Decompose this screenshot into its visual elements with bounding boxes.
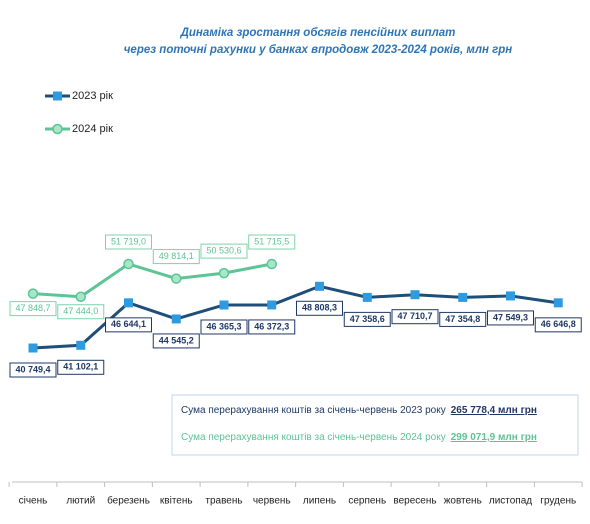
value-label-box — [343, 311, 391, 327]
marker — [266, 258, 277, 270]
marker — [75, 291, 86, 302]
value-label-box — [200, 243, 248, 259]
value-label: 46 372,3 — [254, 321, 289, 331]
x-tick-label: січень — [19, 496, 48, 507]
value-label-box — [200, 319, 248, 335]
x-tick-label: липень — [303, 496, 336, 507]
value-label-box — [439, 311, 487, 327]
marker — [218, 267, 230, 279]
x-tick-label: лютий — [66, 496, 95, 507]
x-tick-label: березень — [107, 495, 150, 507]
x-tick-label: квітень — [160, 496, 193, 507]
value-label-box — [9, 362, 57, 378]
value-label: 47 358,6 — [350, 314, 385, 324]
x-tick-label: листопад — [489, 496, 532, 507]
annotation-text: Сума перерахування коштів за січень-черв… — [181, 405, 446, 416]
marker — [171, 314, 181, 324]
value-label-box — [152, 249, 200, 265]
value-label: 40 749,4 — [15, 364, 50, 374]
x-tick-label: вересень — [393, 496, 436, 507]
marker — [315, 281, 324, 291]
marker — [410, 290, 420, 300]
value-label-box — [248, 319, 296, 335]
series-line — [32, 262, 273, 299]
marker — [267, 300, 277, 310]
x-tick-label: грудень — [540, 496, 576, 507]
marker — [553, 298, 563, 308]
marker — [219, 300, 229, 310]
value-label-box — [105, 317, 152, 333]
value-label: 47 848,7 — [15, 303, 50, 313]
annotation-value: 299 071,9 млн грн — [451, 432, 537, 443]
legend-label: 2023 рік — [72, 90, 113, 102]
value-label: 51 719,0 — [111, 236, 146, 246]
marker — [124, 298, 133, 308]
marker — [506, 291, 515, 301]
series-line — [32, 284, 559, 350]
value-label: 47 444,0 — [63, 306, 98, 316]
value-label-box — [9, 301, 57, 317]
value-label-box — [105, 234, 152, 250]
value-label-box — [534, 317, 582, 333]
marker — [27, 288, 39, 299]
x-tick-label: травень — [205, 496, 242, 507]
value-label: 49 814,1 — [159, 251, 194, 261]
value-label: 46 644,1 — [111, 319, 146, 329]
value-label-box — [296, 300, 343, 316]
chart-title: Динаміка зростання обсягів пенсійних вип… — [180, 27, 456, 39]
value-label: 51 715,5 — [254, 236, 289, 246]
value-label: 46 646,8 — [541, 319, 576, 329]
value-label: 50 530,6 — [206, 245, 241, 255]
legend-marker — [53, 91, 62, 101]
value-label-box — [57, 359, 105, 375]
value-label: 46 365,3 — [206, 321, 241, 331]
value-label: 47 549,3 — [493, 312, 528, 322]
x-tick-label: серпень — [348, 496, 386, 507]
value-label-box — [391, 309, 439, 325]
marker — [362, 292, 372, 302]
chart-title: через поточні рахунки у банках впродовж … — [124, 44, 513, 56]
value-label-box — [57, 304, 105, 320]
annotation-box — [171, 394, 579, 456]
marker — [123, 258, 134, 270]
marker — [171, 273, 182, 284]
x-tick-label: червень — [253, 496, 291, 507]
marker — [458, 292, 468, 302]
annotation-text: Сума перерахування коштів за січень-черв… — [181, 432, 446, 443]
marker — [28, 343, 38, 353]
value-label-box — [487, 310, 534, 326]
value-label-box — [248, 234, 296, 250]
legend-label: 2024 рік — [72, 123, 113, 135]
value-label: 44 545,2 — [159, 335, 194, 345]
x-tick-label: жовтень — [444, 496, 482, 507]
annotation-value: 265 778,4 млн грн — [451, 405, 537, 416]
annotation: Сума перерахування коштів за січень-черв… — [181, 405, 537, 416]
value-label: 48 808,3 — [302, 303, 337, 313]
legend-marker — [52, 123, 63, 135]
annotation: Сума перерахування коштів за січень-черв… — [181, 432, 537, 443]
value-label: 47 354,8 — [445, 314, 480, 324]
value-label: 41 102,1 — [63, 362, 98, 372]
value-label: 47 710,7 — [397, 311, 432, 321]
value-label-box — [152, 333, 200, 349]
marker — [76, 340, 86, 350]
